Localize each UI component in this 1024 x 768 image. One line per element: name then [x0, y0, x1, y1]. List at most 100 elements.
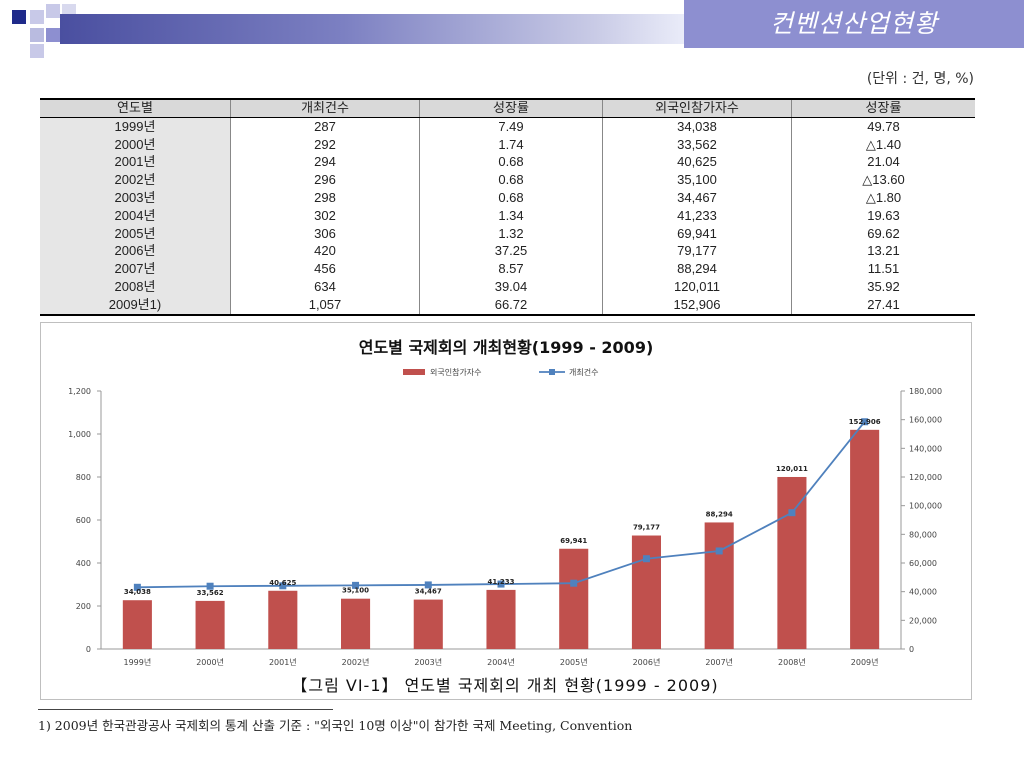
right-tick-label: 140,000 [909, 444, 942, 453]
chart-container: 연도별 국제회의 개최현황(1999 - 2009) 외국인참가자수 개최건수 0… [40, 322, 972, 700]
table-cell: 66.72 [419, 295, 603, 316]
left-tick-label: 400 [76, 559, 91, 568]
table-cell: 120,011 [602, 278, 792, 296]
deco-square [30, 10, 44, 24]
line-point [352, 581, 360, 589]
statistics-table: 연도별 개최건수 성장률 외국인참가자수 성장률 1999년 287 7.49 34,… [40, 98, 975, 316]
table-cell: 33,562 [602, 135, 792, 154]
line-point [861, 418, 869, 426]
header-decoration: 컨벤션산업현황 [0, 0, 1024, 62]
x-tick-label: 2002년 [342, 657, 370, 667]
table-cell: 306 [230, 224, 420, 243]
table-cell: 2004년 [40, 206, 231, 225]
header-cell: 연도별 [40, 98, 231, 118]
line-point [497, 580, 505, 588]
bar-value-label: 79,177 [633, 524, 660, 532]
table-cell: 2000년 [40, 135, 231, 154]
table-cell: 302 [230, 206, 420, 225]
table-cell: 2008년 [40, 278, 231, 296]
bar [486, 589, 516, 649]
table-cell: 287 [230, 117, 420, 136]
left-tick-label: 1,200 [68, 387, 91, 396]
header-cell: 외국인참가자수 [602, 98, 792, 118]
table-row: 2007년 456 8.57 88,294 11.51 [40, 260, 975, 279]
table-cell: 2001년 [40, 153, 231, 172]
bar-value-label: 40,625 [269, 579, 296, 587]
header-cell: 성장률 [791, 98, 975, 118]
left-tick-label: 600 [76, 516, 91, 525]
line-point [788, 509, 796, 517]
left-tick-label: 0 [86, 645, 91, 654]
bar [268, 590, 298, 649]
table-cell: △1.80 [791, 189, 975, 207]
table-cell: 294 [230, 153, 420, 172]
table-cell: 34,467 [602, 189, 792, 207]
table-cell: 152,906 [602, 295, 792, 316]
table-cell: 0.68 [419, 189, 603, 207]
line-point [279, 582, 287, 590]
figure-caption: 【그림 VI-1】 연도별 국제회의 개최 현황(1999 - 2009) [291, 676, 719, 695]
x-tick-label: 1999년 [123, 657, 151, 667]
table-cell: 1.32 [419, 224, 603, 243]
deco-square [12, 10, 26, 24]
table-cell: 39.04 [419, 278, 603, 296]
table-cell: 7.49 [419, 117, 603, 136]
right-tick-label: 160,000 [909, 416, 942, 425]
right-tick-label: 100,000 [909, 502, 942, 511]
bar [704, 522, 734, 649]
table-row: 2006년 420 37.25 79,177 13.21 [40, 242, 975, 261]
x-tick-label: 2008년 [778, 657, 806, 667]
right-tick-label: 20,000 [909, 616, 937, 625]
bar-value-label: 34,467 [415, 588, 442, 596]
table-cell: 13.21 [791, 242, 975, 261]
bar-value-label: 152,906 [849, 418, 881, 426]
line-point [424, 581, 432, 589]
bar-value-label: 41,233 [487, 578, 514, 586]
table-cell: 2007년 [40, 260, 231, 279]
bar-value-label: 120,011 [776, 465, 808, 473]
line-point [570, 579, 578, 587]
deco-square [46, 4, 60, 18]
table-cell: 41,233 [602, 206, 792, 225]
table-cell: 11.51 [791, 260, 975, 279]
chart-legend: 외국인참가자수 개최건수 [403, 367, 598, 377]
table-cell: 21.04 [791, 153, 975, 172]
table-cell: 35.92 [791, 278, 975, 296]
table-cell: 296 [230, 171, 420, 190]
deco-square [30, 28, 44, 42]
line-series [133, 418, 869, 591]
right-tick-label: 0 [909, 645, 914, 654]
table-cell: △13.60 [791, 171, 975, 190]
table-cell: 34,038 [602, 117, 792, 136]
bar-series [122, 429, 880, 649]
x-tick-label: 2005년 [560, 657, 588, 667]
header-gradient-bar [60, 14, 690, 44]
table-cell: 2006년 [40, 242, 231, 261]
right-tick-label: 180,000 [909, 387, 942, 396]
legend-line-marker [549, 369, 555, 375]
right-tick-label: 80,000 [909, 530, 937, 539]
table-row: 2000년 292 1.74 33,562 △1.40 [40, 135, 975, 154]
table-cell: 420 [230, 242, 420, 261]
table-cell: 634 [230, 278, 420, 296]
table-cell: 37.25 [419, 242, 603, 261]
table-cell: 292 [230, 135, 420, 154]
table-cell: 2003년 [40, 189, 231, 207]
header-cell: 성장률 [419, 98, 603, 118]
table-row: 2003년 298 0.68 34,467 △1.80 [40, 189, 975, 207]
bar [777, 476, 807, 649]
x-tick-label: 2001년 [269, 657, 297, 667]
table-row: 2005년 306 1.32 69,941 69.62 [40, 224, 975, 243]
bar [122, 600, 152, 649]
table-row: 2002년 296 0.68 35,100 △13.60 [40, 171, 975, 190]
bar-value-label: 88,294 [706, 510, 733, 518]
bar [413, 599, 443, 649]
bar [559, 548, 589, 649]
table-cell: 0.68 [419, 171, 603, 190]
left-tick-label: 1,000 [68, 430, 91, 439]
footnote-divider [38, 709, 333, 710]
table-row: 2004년 302 1.34 41,233 19.63 [40, 206, 975, 225]
table-cell: 88,294 [602, 260, 792, 279]
table-row: 1999년 287 7.49 34,038 49.78 [40, 117, 975, 136]
table-cell: 2005년 [40, 224, 231, 243]
